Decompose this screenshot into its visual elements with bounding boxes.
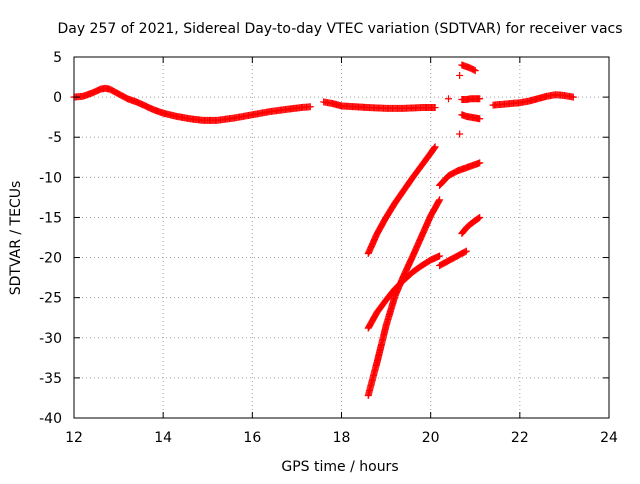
data-point-marker (569, 93, 577, 101)
y-tick-label: -10 (39, 170, 62, 186)
y-axis-label: SDTVAR / TECUs (8, 181, 24, 296)
data-point-marker (456, 71, 464, 79)
data-point-marker (430, 144, 438, 152)
data-point-marker (476, 213, 484, 221)
y-tick-label: 0 (53, 90, 62, 106)
series-short-segment-20.7-lower (458, 111, 484, 123)
y-tick-label: -15 (39, 210, 62, 226)
x-tick-label: 22 (511, 430, 529, 446)
data-point-marker (476, 95, 484, 103)
series-layer (70, 61, 577, 400)
data-point-marker (476, 115, 484, 123)
y-tick-label: 5 (53, 50, 62, 66)
series-short-segment-20.7-upper (458, 61, 479, 75)
data-point-marker (471, 67, 479, 75)
tick-layer: 12 14 16 18 20 22 24 5 0 -5 -10 -15 -20 -25 -30 -35 -40 (39, 50, 618, 446)
data-point-marker (431, 104, 439, 112)
y-tick-label: -25 (39, 291, 62, 307)
x-tick-label: 20 (422, 430, 440, 446)
x-tick-label: 12 (65, 430, 83, 446)
y-tick-label: -20 (39, 251, 62, 267)
data-point-marker (431, 143, 439, 151)
y-tick-label: -30 (39, 331, 62, 347)
data-point-marker (470, 66, 478, 74)
x-tick-label: 18 (333, 430, 351, 446)
data-point-marker (476, 159, 484, 167)
data-point-marker (436, 196, 444, 204)
chart-title: Day 257 of 2021, Sidereal Day-to-day VTE… (57, 21, 622, 37)
data-point-marker (445, 95, 452, 103)
data-point-marker (456, 130, 464, 138)
x-tick-label: 14 (154, 430, 172, 446)
series-arc-e (436, 247, 470, 270)
series-isolated-points (445, 71, 464, 138)
data-point-marker (462, 247, 470, 255)
series-main-trace-part2 (320, 98, 439, 112)
data-point-marker (436, 252, 444, 260)
y-tick-label: -40 (39, 411, 62, 427)
series-trace-after-21 (489, 91, 577, 109)
series-arc-d (436, 159, 484, 189)
data-point-marker (306, 103, 314, 111)
series-arc-f (458, 213, 484, 237)
series-arc-b (364, 252, 444, 332)
y-tick-label: -5 (48, 130, 62, 146)
series-arc-a (364, 143, 439, 258)
series-short-segment-20.7-near-zero (458, 95, 484, 104)
y-tick-label: -35 (39, 371, 62, 387)
x-tick-label: 16 (243, 430, 261, 446)
data-point-marker (461, 248, 469, 256)
data-point-marker (475, 214, 483, 222)
series-main-trace-part1 (70, 84, 314, 124)
series-arc-c (364, 196, 444, 400)
x-axis-label: GPS time / hours (281, 459, 398, 475)
x-tick-label: 24 (600, 430, 618, 446)
